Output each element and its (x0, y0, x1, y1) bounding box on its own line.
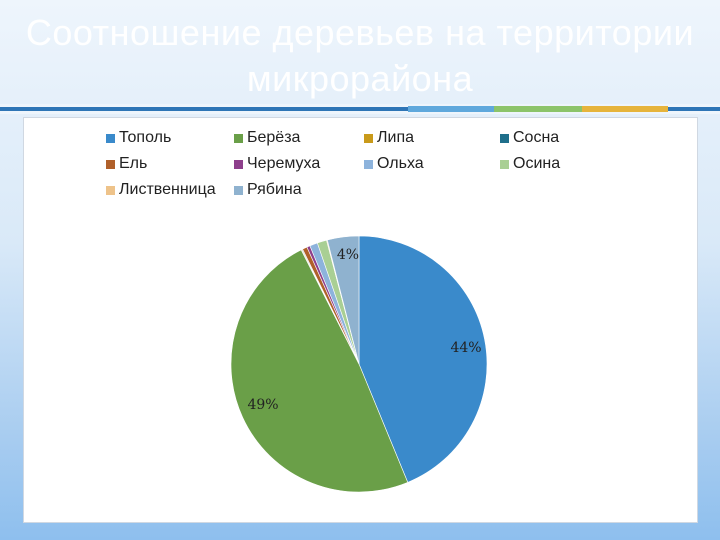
rule-accent-segment (494, 106, 582, 112)
legend-swatch (234, 185, 243, 195)
legend-swatch (364, 133, 373, 143)
title-rule-accent (408, 106, 668, 112)
slide-title: Соотношение деревьев на территории микро… (25, 12, 695, 99)
legend-label: Тополь (119, 129, 172, 146)
pie-slice (358, 235, 488, 483)
legend-label: Берёза (247, 129, 301, 146)
legend-swatch (106, 159, 115, 169)
legend-item: Лиственница (106, 180, 234, 200)
legend-swatch (106, 185, 115, 195)
legend-label: Черемуха (247, 155, 321, 172)
legend-item: Рябина (234, 180, 364, 200)
legend-item: Берёза (234, 128, 364, 148)
legend-label: Сосна (513, 129, 560, 146)
legend-label: Рябина (247, 181, 302, 198)
rule-accent-segment (582, 106, 668, 112)
legend-item: Сосна (500, 128, 586, 148)
legend-swatch (106, 133, 115, 143)
legend-item: Черемуха (234, 154, 364, 174)
chart-legend: Тополь Берёза Липа Сосна Ель Черемуха Ольха Оси… (106, 128, 586, 200)
legend-label: Ель (119, 155, 148, 172)
data-label: 49% (247, 397, 278, 413)
legend-label: Ольха (377, 155, 424, 172)
legend-swatch (234, 159, 243, 169)
legend-label: Липа (377, 129, 414, 146)
legend-item: Липа (364, 128, 500, 148)
pie-slice (230, 249, 409, 493)
data-label: 4% (337, 247, 359, 263)
legend-item: Ель (106, 154, 234, 174)
pie-slice (326, 235, 360, 365)
title-rule (0, 107, 720, 111)
legend-item: Осина (500, 154, 586, 174)
legend-item: Тополь (106, 128, 234, 148)
legend-swatch (364, 159, 373, 169)
legend-label: Осина (513, 155, 561, 172)
rule-accent-segment (408, 106, 494, 112)
legend-swatch (234, 133, 243, 143)
legend-item: Ольха (364, 154, 500, 174)
legend-swatch (500, 133, 509, 143)
legend-label: Лиственница (119, 181, 216, 198)
data-label: 44% (450, 340, 481, 356)
legend-swatch (500, 159, 509, 169)
